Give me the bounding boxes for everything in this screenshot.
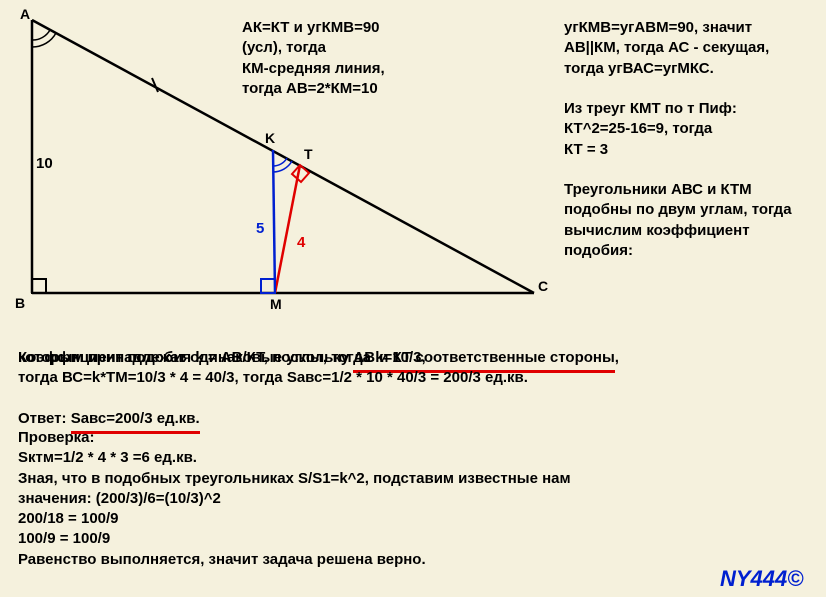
label-M: M xyxy=(270,296,282,312)
label-T: T xyxy=(304,146,313,162)
label-C: C xyxy=(538,278,548,294)
label-B: B xyxy=(15,295,25,311)
text-answer: Ответ: Sавс=200/3 ед.кв. xyxy=(18,389,200,434)
label-A: A xyxy=(20,6,30,22)
text3c: , xyxy=(615,349,619,366)
text-check: Проверка: Sктм=1/2 * 4 * 3 =6 ед.кв. Зна… xyxy=(18,428,571,570)
label-ten: 10 xyxy=(36,155,53,172)
signature: NY444© xyxy=(720,566,803,592)
text-given: АК=КТ и угКМВ=90 (усл), тогда КМ-средняя… xyxy=(242,18,385,99)
label-four: 4 xyxy=(297,234,305,251)
answer-prefix: Ответ: xyxy=(18,410,71,427)
text-solution-right: угКМВ=угАВМ=90, значит АВ||КМ, тогда АС … xyxy=(564,18,792,261)
label-K: K xyxy=(265,130,275,146)
label-five: 5 xyxy=(256,220,264,237)
text-calc: которым принадлежат одинаковые углы, тог… xyxy=(18,348,528,389)
